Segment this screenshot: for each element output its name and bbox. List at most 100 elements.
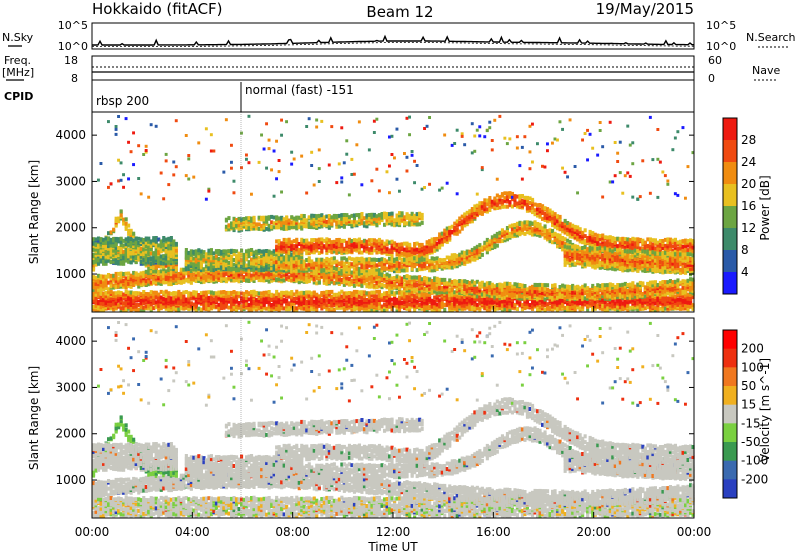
power-cell (134, 291, 138, 296)
power-cell (109, 276, 113, 281)
power-cell (114, 294, 118, 299)
power-cell (247, 269, 251, 273)
power-cell (124, 217, 128, 222)
power-cell (240, 217, 244, 222)
power-cell (455, 192, 459, 196)
power-cell (129, 244, 133, 249)
power-cell (147, 262, 151, 267)
power-cell (460, 132, 464, 136)
power-cell (172, 252, 176, 257)
power-cell (137, 236, 141, 241)
beam-title: Beam 12 (366, 3, 433, 21)
power-cell (250, 301, 254, 306)
power-cell (184, 255, 188, 260)
power-cell (257, 259, 261, 264)
power-cell (129, 250, 133, 255)
power-cell (187, 258, 191, 263)
power-cell (224, 224, 229, 229)
power-cell (132, 274, 136, 279)
power-cell (177, 296, 181, 301)
power-cell (144, 252, 148, 257)
power-cell (147, 273, 151, 278)
power-cell (242, 269, 246, 274)
power-cell (117, 115, 121, 118)
power-cell (197, 261, 201, 266)
power-cell (214, 295, 219, 300)
power-cell (144, 249, 148, 254)
power-cell (405, 266, 409, 271)
power-cell (189, 291, 193, 296)
power-cell (147, 255, 151, 260)
power-cell (172, 305, 176, 310)
power-cell (159, 289, 163, 294)
cpid-segment-2: normal (fast) -151 (245, 83, 354, 97)
power-cell (117, 158, 121, 162)
power-cell (347, 193, 351, 197)
power-cell (182, 279, 186, 284)
power-cell (142, 294, 146, 299)
power-cell (235, 220, 239, 225)
power-cell (107, 120, 110, 124)
power-cell (189, 301, 193, 306)
power-cell (192, 249, 196, 254)
power-cell (119, 282, 123, 287)
power-cell (134, 236, 138, 241)
power-cell (230, 277, 234, 282)
power-cell (235, 307, 239, 312)
power-cell (470, 151, 474, 155)
power-cell (134, 256, 138, 260)
power-cell (405, 169, 409, 173)
power-cell (97, 261, 101, 266)
power-cell (157, 299, 161, 304)
power-cell (235, 259, 239, 264)
power-cell (267, 138, 271, 142)
power-cell (232, 191, 236, 195)
power-cell (245, 266, 249, 271)
noise-left-top-tick: 10^5 (58, 19, 88, 32)
power-cell (102, 237, 106, 242)
power-cell (157, 272, 161, 277)
power-cell (124, 242, 128, 247)
power-cell (144, 256, 148, 261)
power-cell (149, 243, 153, 248)
power-cell (162, 261, 166, 266)
power-cell (252, 306, 256, 311)
power-cell (420, 216, 424, 221)
power-cell (157, 281, 161, 286)
power-cell (142, 238, 146, 242)
power-cell (184, 134, 188, 137)
power-cell (164, 152, 168, 156)
power-cell (204, 254, 209, 259)
power-cell (124, 253, 128, 257)
freq-left-top-tick: 18 (64, 54, 78, 67)
power-cell (463, 143, 467, 147)
power-cell (290, 162, 294, 166)
power-cell (202, 297, 206, 302)
power-cell (147, 292, 151, 297)
power-cell (207, 303, 211, 308)
power-cell (189, 256, 193, 261)
power-cell (169, 291, 173, 296)
power-cell (310, 150, 314, 154)
power-cell (192, 306, 196, 311)
power-cell (114, 271, 118, 276)
power-cell (245, 290, 249, 295)
power-cell (119, 245, 123, 250)
power-cell (207, 248, 211, 253)
power-cell (144, 240, 148, 245)
noise-panel: 10^5 10^0 10^5 10^0 (58, 19, 736, 53)
power-cell (159, 306, 163, 311)
power-cell (224, 277, 229, 282)
power-cell (423, 186, 427, 189)
power-cell (207, 300, 211, 305)
power-cell (137, 144, 141, 148)
power-cell (162, 292, 166, 297)
power-cell (132, 163, 136, 167)
power-cell (112, 294, 116, 298)
power-cell (189, 264, 193, 269)
power-cell (162, 247, 166, 252)
power-cell (162, 273, 166, 278)
power-cell (92, 237, 96, 242)
power-cell (240, 296, 244, 301)
